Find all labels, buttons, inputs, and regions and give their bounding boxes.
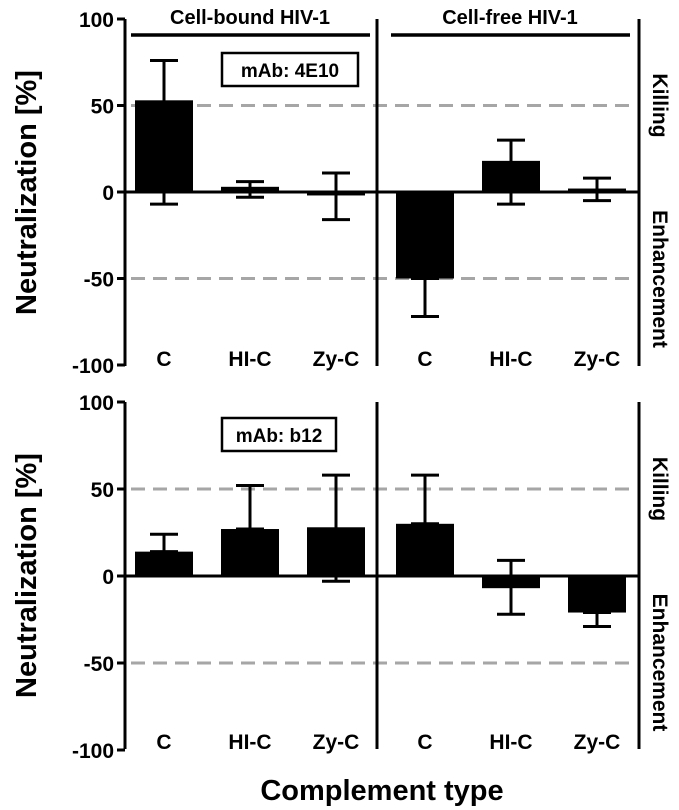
y-tick-label: 100 bbox=[79, 9, 114, 32]
y-axis-title: Neutralization [%] bbox=[11, 70, 43, 315]
y-tick-label: -50 bbox=[84, 269, 114, 292]
group-header: Cell-bound HIV-1 bbox=[170, 7, 330, 29]
category-label: C bbox=[417, 731, 432, 754]
category-label: Zy-C bbox=[574, 731, 621, 754]
bar-hi-c bbox=[221, 529, 279, 576]
chart-panel-2: 100 50 0 -50 -100 Neutralization [%] mAb: b12 K… bbox=[11, 392, 671, 763]
category-label: HI-C bbox=[489, 348, 532, 371]
annotation-label: mAb: 4E10 bbox=[241, 61, 339, 82]
annotation-box bbox=[220, 416, 338, 453]
enhancement-label: Enhancement bbox=[648, 594, 671, 732]
x-axis-title: Complement type bbox=[260, 775, 503, 807]
bar-c bbox=[396, 523, 454, 576]
category-label: HI-C bbox=[489, 731, 532, 754]
y-tick-label: 50 bbox=[91, 96, 114, 119]
bar-c bbox=[396, 192, 454, 279]
bar-zy-c bbox=[307, 527, 365, 576]
y-tick-label: -100 bbox=[72, 740, 114, 763]
bar-zy-c bbox=[568, 576, 626, 613]
bar-c bbox=[135, 551, 193, 576]
category-label: C bbox=[417, 348, 432, 371]
y-tick-label: -100 bbox=[72, 355, 114, 378]
category-label: Zy-C bbox=[574, 348, 621, 371]
annotation-label: mAb: b12 bbox=[236, 426, 323, 447]
bar-hi-c bbox=[482, 576, 540, 589]
y-tick-label: 50 bbox=[91, 479, 114, 502]
chart-panel-1: 100 50 0 -50 -100 Neutralization [%] mAb: 4E10… bbox=[11, 7, 671, 378]
y-axis-title: Neutralization [%] bbox=[11, 453, 43, 698]
enhancement-label: Enhancement bbox=[648, 210, 671, 348]
bar-hi-c bbox=[221, 186, 279, 192]
category-label: HI-C bbox=[228, 731, 271, 754]
category-label: HI-C bbox=[228, 348, 271, 371]
bar-hi-c bbox=[482, 160, 540, 192]
category-label: Zy-C bbox=[313, 731, 360, 754]
bar-c bbox=[135, 100, 193, 192]
y-tick-label: 100 bbox=[79, 392, 114, 415]
y-tick-label: 0 bbox=[102, 566, 114, 589]
category-label: Zy-C bbox=[313, 348, 360, 371]
y-tick-label: 0 bbox=[102, 182, 114, 205]
annotation-box bbox=[220, 51, 360, 88]
killing-label: Killing bbox=[648, 73, 671, 137]
category-label: C bbox=[156, 731, 171, 754]
category-label: C bbox=[156, 348, 171, 371]
killing-label: Killing bbox=[648, 457, 671, 521]
y-tick-label: -50 bbox=[84, 653, 114, 676]
bar-zy-c bbox=[568, 188, 626, 192]
bar-zy-c bbox=[307, 192, 365, 196]
group-header: Cell-free HIV-1 bbox=[442, 7, 578, 29]
